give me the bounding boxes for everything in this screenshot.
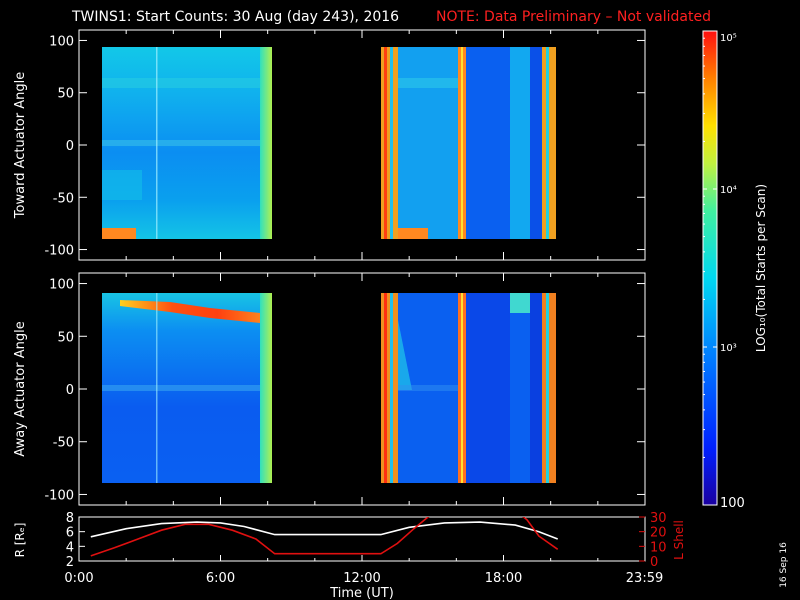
away-heatmap-block-1 [102,293,272,483]
date-stamp: 16 Sep 16 [779,542,789,588]
orbit-right-ytick-label: 10 [650,540,667,555]
orbit-left-ytick-label: 8 [66,511,74,526]
chart-title: TWINS1: Start Counts: 30 Aug (day 243), … [71,9,399,25]
toward-heatmap-block-2 [381,47,556,239]
colorbar-label: LOG₁₀(Total Starts per Scan) [754,184,768,352]
colorbar-tick-label: 100 [720,496,745,511]
toward-ylabel: Toward Actuator Angle [13,72,28,219]
toward-ytick-label: 50 [57,87,74,102]
away-ytick-label: 100 [49,278,74,293]
toward-ytick-label: 100 [49,34,74,49]
away-ylabel: Away Actuator Angle [13,321,28,456]
r-distance-line [90,521,558,540]
orbit-xtick-label: 18:00 [485,571,522,586]
toward-heatmap-block-1 [102,47,272,239]
colorbar-tick-label: 10³ [720,343,737,354]
away-heatmap-block-2 [381,293,556,483]
orbit-xtick-label: 23:59 [626,571,663,586]
toward-ytick-label: -100 [44,244,74,259]
preliminary-note: NOTE: Data Preliminary – Not validated [436,9,711,25]
orbit-xtick-label: 0:00 [64,571,93,586]
orbit-left-ytick-label: 2 [66,555,74,570]
away-ytick-label: -50 [53,436,74,451]
orbit-right-ylabel: L Shell [672,520,686,560]
l-shell-line [90,517,559,557]
orbit-left-ytick-label: 6 [66,526,74,541]
toward-ytick-label: -50 [53,191,74,206]
orbit-left-ylabel: R [Rₑ] [13,523,27,558]
away-ytick-label: -100 [44,488,74,503]
away-ytick-label: 50 [57,330,74,345]
orbit-right-ytick-label: 20 [650,526,667,541]
orbit-xtick-label: 12:00 [343,571,380,586]
away-ytick-label: 0 [66,383,74,398]
colorbar-scale [702,30,718,506]
orbit-right-ytick-label: 30 [650,511,667,526]
toward-ytick-label: 0 [66,139,74,154]
orbit-xtick-label: 6:00 [206,571,235,586]
colorbar-tick-label: 10⁵ [720,33,737,44]
orbit-xlabel: Time (UT) [329,586,394,600]
colorbar-tick-label: 10⁴ [720,185,737,196]
orbit-right-ytick-label: 0 [650,555,658,570]
away-heatmap-panel [78,272,646,506]
orbit-left-ytick-label: 4 [66,540,74,555]
toward-heatmap-panel [78,29,646,261]
generated-axes: -100-50050100-100-50050100246801020300:0… [44,30,745,586]
colorbar [702,30,718,506]
